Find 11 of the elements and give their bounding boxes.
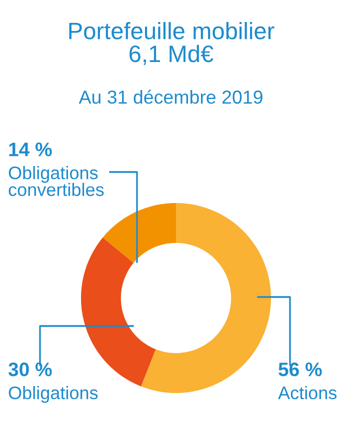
data-label: 56 % <box>278 362 322 376</box>
donut-slice <box>102 203 176 263</box>
slice-label: Obligations convertibles <box>8 166 104 196</box>
chart-subtitle: Au 31 décembre 2019 <box>78 90 262 104</box>
data-label: 14 % <box>9 142 52 156</box>
donut-slice <box>81 237 156 386</box>
slice-label: Actions <box>278 386 337 400</box>
chart-title: Portefeuille mobilier 6,1 Md€ <box>69 22 274 65</box>
slice-label: Obligations <box>8 386 98 403</box>
donut-slice <box>141 203 271 393</box>
data-label: 30 % <box>8 362 52 376</box>
